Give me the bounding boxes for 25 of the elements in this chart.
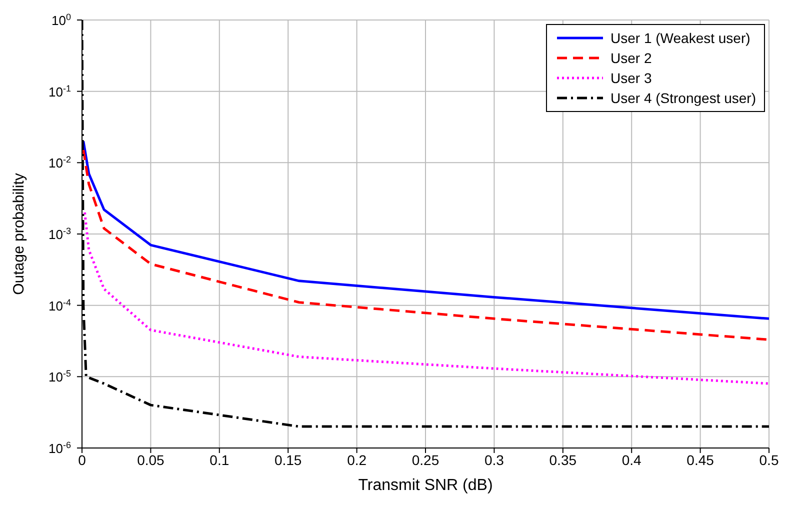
- x-tick-label: 0.35: [549, 452, 577, 468]
- x-tick-label: 0.4: [622, 452, 642, 468]
- y-tick-label: 10$^{-4}$: [48, 297, 71, 314]
- y-tick-label: 10$^{-1}$: [48, 83, 71, 100]
- x-tick-label: 0.5: [759, 452, 779, 468]
- x-tick-label: 0.1: [210, 452, 230, 468]
- legend-label: User 2: [610, 50, 652, 66]
- y-tick-label: 10$^{0}$: [52, 12, 71, 28]
- y-tick-label: 10$^{-3}$: [48, 226, 71, 242]
- x-tick-label: 0.3: [484, 452, 504, 468]
- legend-label: User 3: [610, 70, 652, 86]
- x-tick-label: 0.05: [137, 452, 165, 468]
- x-tick-label: 0.25: [412, 452, 440, 468]
- x-axis-title: Transmit SNR (dB): [358, 477, 493, 494]
- x-tick-label: 0.15: [274, 452, 302, 468]
- y-axis-title: Outage probability: [10, 172, 28, 295]
- legend-label: User 1 (Weakest user): [610, 30, 750, 46]
- x-tick-label: 0.2: [347, 452, 367, 468]
- y-tick-label: 10$^{-6}$: [48, 440, 71, 456]
- line-series: [84, 211, 769, 385]
- x-tick-label: 0: [78, 452, 86, 468]
- legend-label: User 4 (Strongest user): [610, 90, 756, 106]
- y-tick-label: 10$^{-5}$: [48, 368, 71, 385]
- y-tick-label: 10$^{-2}$: [48, 154, 71, 171]
- x-tick-label: 0.45: [686, 452, 714, 468]
